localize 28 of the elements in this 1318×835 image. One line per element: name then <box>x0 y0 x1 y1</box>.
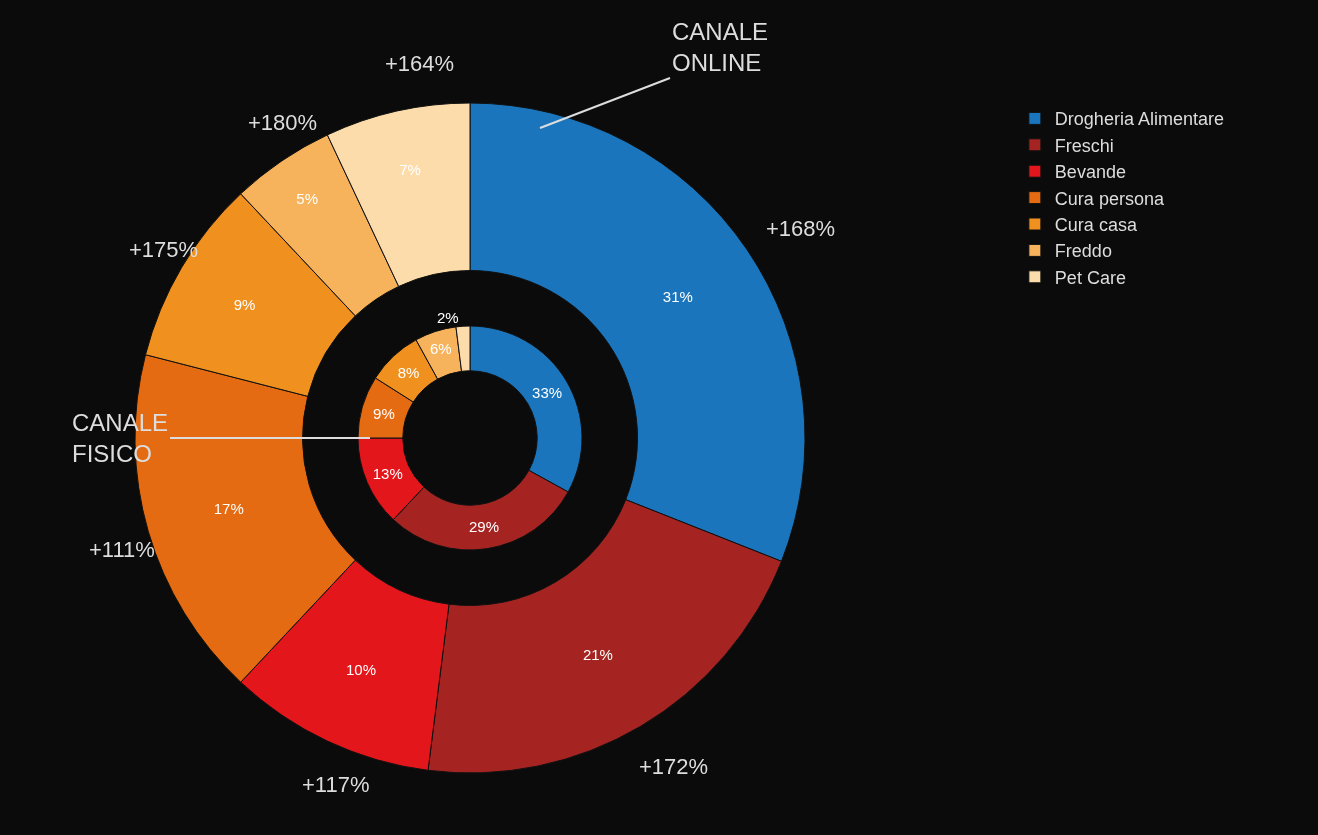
data-label: 10% <box>346 661 377 679</box>
slice-label: CANALE ONLINE <box>672 18 769 77</box>
data-label: 29% <box>469 518 500 535</box>
data-label: 6% <box>430 339 452 357</box>
data-label: 8% <box>397 364 420 382</box>
legend-label: Bevande <box>1054 162 1126 183</box>
legend-label: Cura casa <box>1054 215 1138 236</box>
legend-label: Freschi <box>1054 135 1114 156</box>
legend-label: Drogheria Alimentare <box>1054 109 1224 130</box>
legend-label: Pet Care <box>1054 267 1126 288</box>
data-label: 5% <box>296 189 319 207</box>
data-label: 13% <box>372 465 403 483</box>
data-label: 31% <box>662 288 693 306</box>
text: +180% <box>248 110 318 135</box>
data-label: 17% <box>213 499 244 517</box>
text: +172% <box>639 754 709 779</box>
data-label: 33% <box>532 383 563 401</box>
text: +111% <box>89 537 155 562</box>
text: +117% <box>302 772 370 797</box>
data-label: 7% <box>399 161 421 179</box>
data-label: 2% <box>437 309 459 327</box>
data-label: 9% <box>373 404 395 422</box>
data-label: 21% <box>582 645 613 663</box>
legend-label: Cura persona <box>1054 188 1165 209</box>
data-label: 9% <box>233 296 256 314</box>
text: +168% <box>766 216 836 241</box>
legend-label: Freddo <box>1054 241 1112 262</box>
text: +164% <box>385 51 455 76</box>
